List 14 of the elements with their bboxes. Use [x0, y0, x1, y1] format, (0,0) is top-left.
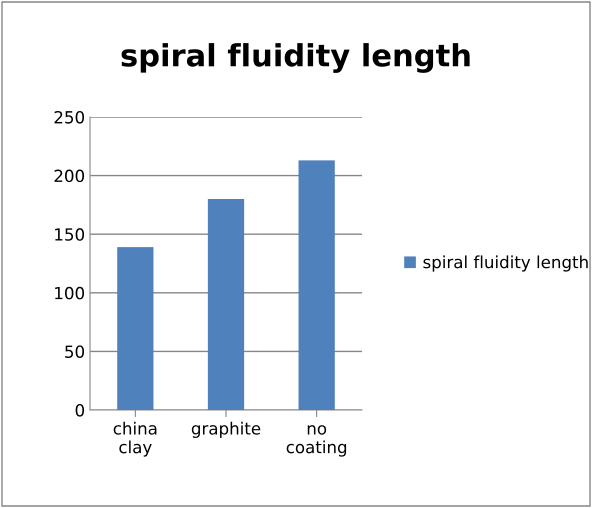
y-tick-label: 0 — [76, 404, 84, 417]
bar — [117, 247, 154, 410]
x-tick-label: no coating — [286, 425, 346, 457]
y-tick-label: 250 — [54, 110, 84, 124]
bar — [208, 199, 244, 410]
legend-label: spiral fluidity length — [423, 255, 588, 272]
x-tick-label: china clay — [114, 422, 156, 457]
x-tick-label: graphite — [192, 422, 260, 438]
y-tick-label: 200 — [54, 170, 84, 182]
y-tick-label: 100 — [55, 286, 84, 300]
bar — [298, 160, 335, 410]
y-tick-label: 150 — [55, 228, 84, 241]
y-tick-label: 50 — [65, 345, 84, 358]
chart-title: spiral fluidity length — [122, 43, 470, 73]
